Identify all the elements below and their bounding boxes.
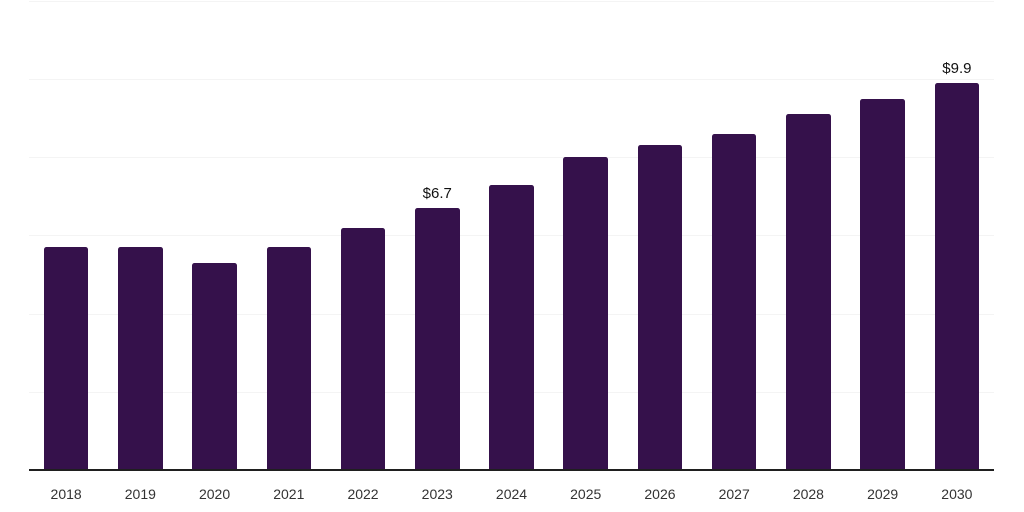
bar-2027: [711, 133, 757, 470]
gridline-12: [29, 0, 994, 2]
bar-2026: [637, 145, 683, 470]
x-axis-line: [29, 469, 994, 471]
value-label-2030: $9.9: [942, 59, 972, 77]
x-axis-label-2019: 2019: [124, 486, 156, 502]
x-axis-label-2020: 2020: [198, 486, 231, 502]
plot-area: 2018 2019 2020 2021 2022 2023 $6.7 2024 2025 2026…: [29, 0, 994, 512]
x-axis-label-2021: 2021: [273, 486, 305, 502]
bar-2030: [934, 82, 980, 470]
x-axis-label-2027: 2027: [718, 486, 750, 502]
x-axis-label-2022: 2022: [347, 486, 379, 502]
value-label-2023: $6.7: [422, 185, 452, 203]
bar-2025: [563, 157, 608, 470]
bar-2018: [43, 247, 89, 470]
x-axis-label-2030: 2030: [941, 486, 973, 502]
x-axis-label-2028: 2028: [792, 486, 824, 502]
bar-2019: [118, 247, 163, 470]
x-axis-label-2025: 2025: [570, 486, 602, 502]
bar-2028: [786, 114, 831, 470]
bar-2023: [415, 208, 460, 470]
x-axis-label-2024: 2024: [495, 486, 528, 502]
x-axis-label-2029: 2029: [867, 486, 899, 502]
bar-2021: [266, 247, 312, 470]
x-axis-label-2018: 2018: [50, 486, 82, 502]
bar-2022: [340, 227, 386, 470]
gridline-10: [29, 79, 994, 80]
gridline-8: [29, 157, 994, 159]
x-axis-label-2026: 2026: [644, 486, 676, 502]
bar-2020: [192, 262, 237, 470]
x-axis-label-2023: 2023: [421, 486, 453, 502]
bar-2024: [489, 184, 534, 470]
bar-2029: [860, 98, 905, 470]
